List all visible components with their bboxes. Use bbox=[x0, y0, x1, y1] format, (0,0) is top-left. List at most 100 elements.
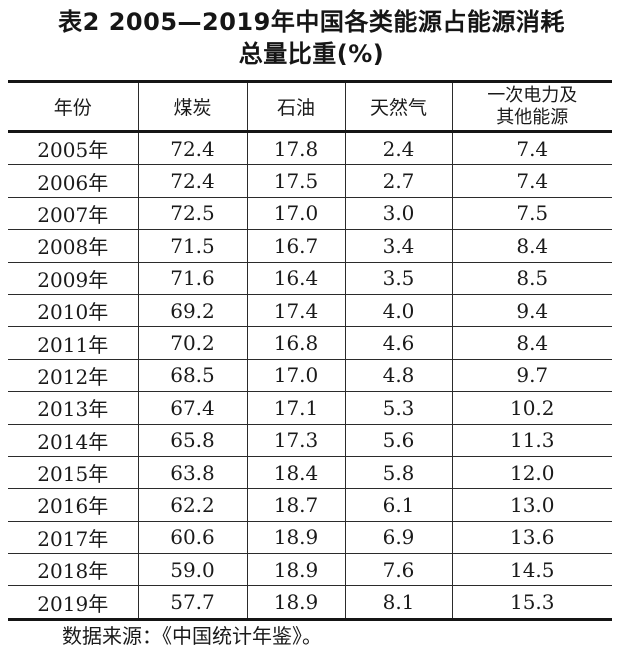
table-row: 2009年 71.6 16.4 3.5 8.5 bbox=[8, 261, 612, 295]
value-cell: 17.1 bbox=[246, 391, 345, 425]
year-cell: 2012年 bbox=[8, 358, 138, 392]
value-cell: 17.8 bbox=[246, 131, 345, 165]
value-cell: 3.0 bbox=[344, 196, 452, 230]
value-cell: 13.6 bbox=[451, 520, 612, 554]
year-cell: 2015年 bbox=[8, 455, 138, 489]
value-cell: 18.9 bbox=[246, 520, 345, 554]
year-cell: 2013年 bbox=[8, 391, 138, 425]
table-row: 2010年 69.2 17.4 4.0 9.4 bbox=[8, 293, 612, 327]
value-cell: 72.4 bbox=[137, 164, 247, 198]
value-cell: 71.5 bbox=[137, 229, 247, 263]
value-cell: 59.0 bbox=[137, 553, 247, 586]
value-cell: 5.6 bbox=[344, 423, 452, 457]
value-cell: 9.4 bbox=[451, 293, 612, 327]
value-cell: 18.4 bbox=[246, 455, 345, 489]
value-cell: 72.5 bbox=[137, 196, 247, 230]
year-cell: 2008年 bbox=[8, 229, 138, 263]
year-cell: 2019年 bbox=[8, 585, 138, 620]
value-cell: 13.0 bbox=[451, 488, 612, 522]
value-cell: 17.5 bbox=[246, 164, 345, 198]
value-cell: 17.4 bbox=[246, 293, 345, 327]
year-cell: 2009年 bbox=[8, 261, 138, 295]
header-coal: 煤炭 bbox=[137, 81, 247, 133]
header-row: 年份 煤炭 石油 天然气 一次电力及 其他能源 bbox=[8, 81, 612, 133]
value-cell: 16.4 bbox=[246, 261, 345, 295]
value-cell: 5.8 bbox=[344, 455, 452, 489]
year-cell: 2016年 bbox=[8, 488, 138, 522]
value-cell: 60.6 bbox=[137, 520, 247, 554]
table-row: 2019年 57.7 18.9 8.1 15.3 bbox=[8, 585, 612, 620]
value-cell: 18.9 bbox=[246, 553, 345, 586]
value-cell: 71.6 bbox=[137, 261, 247, 295]
table-row: 2006年 72.4 17.5 2.7 7.4 bbox=[8, 164, 612, 198]
year-cell: 2018年 bbox=[8, 553, 138, 586]
table-row: 2007年 72.5 17.0 3.0 7.5 bbox=[8, 196, 612, 230]
value-cell: 2.7 bbox=[344, 164, 452, 198]
value-cell: 7.5 bbox=[451, 196, 612, 230]
value-cell: 7.4 bbox=[451, 164, 612, 198]
energy-share-table: 年份 煤炭 石油 天然气 一次电力及 其他能源 2005年 72.4 17.8 2.4… bbox=[8, 80, 612, 621]
value-cell: 11.3 bbox=[451, 423, 612, 457]
value-cell: 7.4 bbox=[451, 131, 612, 165]
value-cell: 7.6 bbox=[344, 553, 452, 586]
value-cell: 63.8 bbox=[137, 455, 247, 489]
value-cell: 17.3 bbox=[246, 423, 345, 457]
value-cell: 15.3 bbox=[451, 585, 612, 620]
table-row: 2008年 71.5 16.7 3.4 8.4 bbox=[8, 229, 612, 263]
value-cell: 6.1 bbox=[344, 488, 452, 522]
value-cell: 16.8 bbox=[246, 326, 345, 360]
table-row: 2012年 68.5 17.0 4.8 9.7 bbox=[8, 358, 612, 392]
header-year: 年份 bbox=[8, 81, 138, 133]
table-row: 2016年 62.2 18.7 6.1 13.0 bbox=[8, 488, 612, 522]
table-row: 2017年 60.6 18.9 6.9 13.6 bbox=[8, 520, 612, 554]
value-cell: 3.5 bbox=[344, 261, 452, 295]
table-title: 表2 2005—2019年中国各类能源占能源消耗 总量比重(%) bbox=[0, 6, 623, 70]
value-cell: 8.1 bbox=[344, 585, 452, 620]
value-cell: 6.9 bbox=[344, 520, 452, 554]
table-row: 2018年 59.0 18.9 7.6 14.5 bbox=[8, 553, 612, 586]
year-cell: 2010年 bbox=[8, 293, 138, 327]
value-cell: 17.0 bbox=[246, 196, 345, 230]
table-row: 2011年 70.2 16.8 4.6 8.4 bbox=[8, 326, 612, 360]
year-cell: 2007年 bbox=[8, 196, 138, 230]
value-cell: 4.8 bbox=[344, 358, 452, 392]
year-cell: 2017年 bbox=[8, 520, 138, 554]
value-cell: 16.7 bbox=[246, 229, 345, 263]
value-cell: 2.4 bbox=[344, 131, 452, 165]
value-cell: 65.8 bbox=[137, 423, 247, 457]
value-cell: 67.4 bbox=[137, 391, 247, 425]
year-cell: 2005年 bbox=[37, 138, 109, 163]
value-cell: 69.2 bbox=[137, 293, 247, 327]
table-header: 年份 煤炭 石油 天然气 一次电力及 其他能源 bbox=[8, 81, 612, 133]
value-cell: 18.9 bbox=[246, 585, 345, 620]
table-row: 2005年 72.4 17.8 2.4 7.4 bbox=[8, 131, 612, 165]
value-cell: 10.2 bbox=[451, 391, 612, 425]
value-cell: 8.4 bbox=[451, 229, 612, 263]
header-electricity-line2: 其他能源 bbox=[496, 106, 569, 128]
value-cell: 70.2 bbox=[137, 326, 247, 360]
value-cell: 4.6 bbox=[344, 326, 452, 360]
value-cell: 12.0 bbox=[451, 455, 612, 489]
table-title-line1: 表2 2005—2019年中国各类能源占能源消耗 bbox=[58, 8, 565, 36]
value-cell: 62.2 bbox=[137, 488, 247, 522]
value-cell: 8.5 bbox=[451, 261, 612, 295]
value-cell: 4.0 bbox=[344, 293, 452, 327]
value-cell: 18.7 bbox=[246, 488, 345, 522]
value-cell: 14.5 bbox=[451, 553, 612, 586]
header-electricity: 一次电力及 其他能源 bbox=[451, 81, 612, 133]
value-cell: 17.0 bbox=[246, 358, 345, 392]
year-cell: 2011年 bbox=[8, 326, 138, 360]
value-cell: 8.4 bbox=[451, 326, 612, 360]
header-gas: 天然气 bbox=[344, 81, 452, 133]
data-source-note: 数据来源：《中国统计年鉴》。 bbox=[62, 624, 322, 648]
value-cell: 57.7 bbox=[137, 585, 247, 620]
table-title-line2: 总量比重(%) bbox=[238, 40, 385, 68]
header-oil: 石油 bbox=[246, 81, 345, 133]
year-cell: 2014年 bbox=[8, 423, 138, 457]
value-cell: 9.7 bbox=[451, 358, 612, 392]
table-body: 2005年 72.4 17.8 2.4 7.4 2006年 72.4 17.5 2.7 7.4 20… bbox=[8, 131, 612, 620]
value-cell: 68.5 bbox=[137, 358, 247, 392]
year-cell: 2006年 bbox=[8, 164, 138, 198]
table-row: 2013年 67.4 17.1 5.3 10.2 bbox=[8, 391, 612, 425]
